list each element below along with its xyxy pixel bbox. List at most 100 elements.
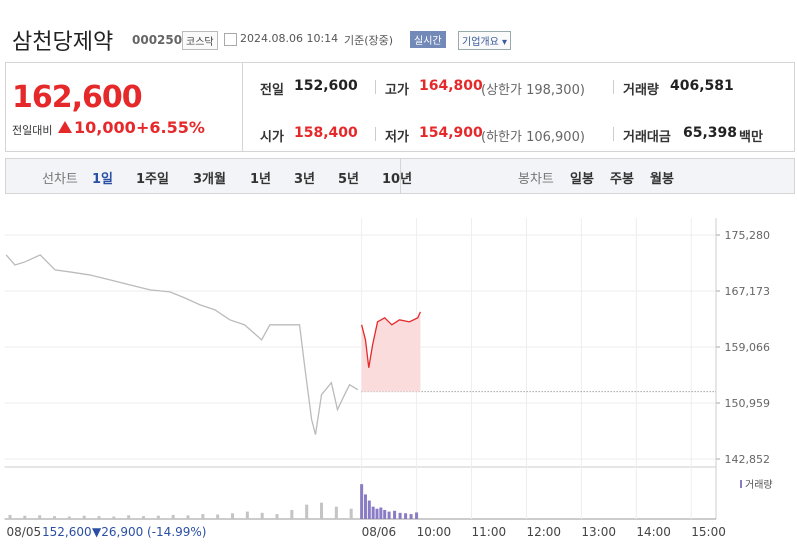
volume-bar (305, 504, 309, 519)
item-value: 164,800 (419, 78, 483, 94)
tab[interactable]: 일봉 (570, 172, 594, 187)
tab[interactable]: 월봉 (650, 172, 674, 187)
separator (375, 127, 376, 141)
company-button[interactable]: 기업개요 ▾ (458, 31, 512, 50)
item-value: 406,581 (670, 78, 734, 94)
y-tick-label: 167,173 (725, 285, 771, 298)
x-tick-label: 14:00 (636, 525, 671, 539)
volume-bar (375, 508, 379, 519)
tab[interactable]: 3년 (294, 172, 316, 187)
volume-bar (142, 516, 146, 519)
rate: +6.55% (136, 118, 205, 137)
price-line (360, 311, 422, 368)
price-line (5, 254, 359, 435)
company-label: 기업개요 (462, 37, 499, 48)
change-label: 전일대비 (12, 124, 53, 137)
legend-label: 거래량 (745, 479, 773, 491)
volume-bar (8, 514, 12, 519)
status: 기준(장중) (344, 34, 394, 47)
volume-bar (409, 514, 413, 519)
realtime-badge[interactable]: 실시간 (410, 31, 446, 48)
volume-bar (216, 514, 220, 519)
item-label: 거래량 (623, 83, 659, 98)
item-unit: 백만 (739, 130, 763, 145)
area (361, 311, 421, 392)
volume-bar (383, 509, 387, 519)
base-label: 152,600 (42, 525, 92, 539)
volume-bar (38, 515, 42, 519)
item-note: (하한가 106,900) (481, 130, 585, 145)
tab[interactable]: 1주일 (136, 172, 169, 187)
market-badge: 코스닥 (182, 31, 218, 50)
volume-bar (156, 515, 160, 519)
volume-bar (231, 513, 235, 519)
volume-bar (379, 507, 383, 519)
tab[interactable]: 10년 (382, 172, 413, 187)
stock-code: 000250 (132, 33, 183, 47)
legend-swatch (740, 480, 742, 488)
volume-bar (393, 510, 397, 519)
change: 10,000 (74, 118, 136, 137)
y-tick-label: 150,959 (725, 397, 771, 410)
volume-bar (67, 516, 71, 519)
volume-bar (415, 512, 419, 519)
divider (242, 62, 243, 151)
volume-bar (334, 506, 338, 519)
y-tick-label: 142,852 (725, 453, 771, 466)
item-label: 전일 (260, 83, 284, 98)
base-change: ▼26,900 (-14.99%) (92, 525, 206, 539)
x-tick-label: 10:00 (417, 525, 452, 539)
stock-name: 삼천당제약 (12, 30, 114, 55)
tab-label: 봉차트 (518, 172, 554, 187)
item-label: 시가 (260, 130, 284, 145)
volume-bar (52, 516, 56, 519)
tab[interactable]: 1일 (92, 172, 114, 187)
tab[interactable]: 주봉 (610, 172, 634, 187)
item-label: 거래대금 (623, 130, 671, 145)
price: 162,600 (12, 80, 143, 115)
volume-bar (367, 500, 371, 519)
volume-bar (290, 509, 294, 519)
tab[interactable]: 1년 (250, 172, 272, 187)
tab[interactable]: 5년 (338, 172, 360, 187)
divider (400, 159, 401, 193)
volume-bar (201, 514, 205, 519)
volume-bar (398, 512, 402, 519)
up-arrow (58, 121, 72, 133)
item-value: 158,400 (294, 125, 358, 141)
volume-bar (245, 511, 249, 519)
separator (613, 127, 614, 141)
volume-bar (371, 506, 375, 519)
volume-bar (97, 516, 101, 519)
volume-bar (186, 515, 190, 519)
x-tick-label: 08/05 (7, 525, 42, 539)
x-tick-label: 13:00 (581, 525, 616, 539)
separator (375, 80, 376, 94)
tab[interactable]: 3개월 (193, 172, 226, 187)
item-value: 65,398 (683, 125, 738, 141)
volume-bar (387, 511, 391, 519)
volume-bar (275, 514, 279, 519)
item-value: 152,600 (294, 78, 358, 94)
volume-bar (82, 515, 86, 519)
volume-bar (127, 515, 131, 519)
quote-box (5, 62, 795, 152)
separator (613, 80, 614, 94)
item-label: 고가 (385, 83, 409, 98)
volume-bar (112, 516, 116, 519)
volume-bar (404, 513, 408, 519)
y-tick-label: 159,066 (725, 341, 771, 354)
y-tick-label: 175,280 (725, 229, 771, 242)
volume-bar (349, 508, 353, 519)
x-tick-label: 15:00 (691, 525, 726, 539)
time: 2024.08.06 10:14 (240, 32, 339, 45)
volume-bar (320, 502, 324, 519)
x-tick-label: 12:00 (526, 525, 561, 539)
item-note: (상한가 198,300) (481, 83, 585, 98)
item-value: 154,900 (419, 125, 483, 141)
calendar-icon (224, 33, 237, 46)
x-tick-label: 11:00 (472, 525, 507, 539)
